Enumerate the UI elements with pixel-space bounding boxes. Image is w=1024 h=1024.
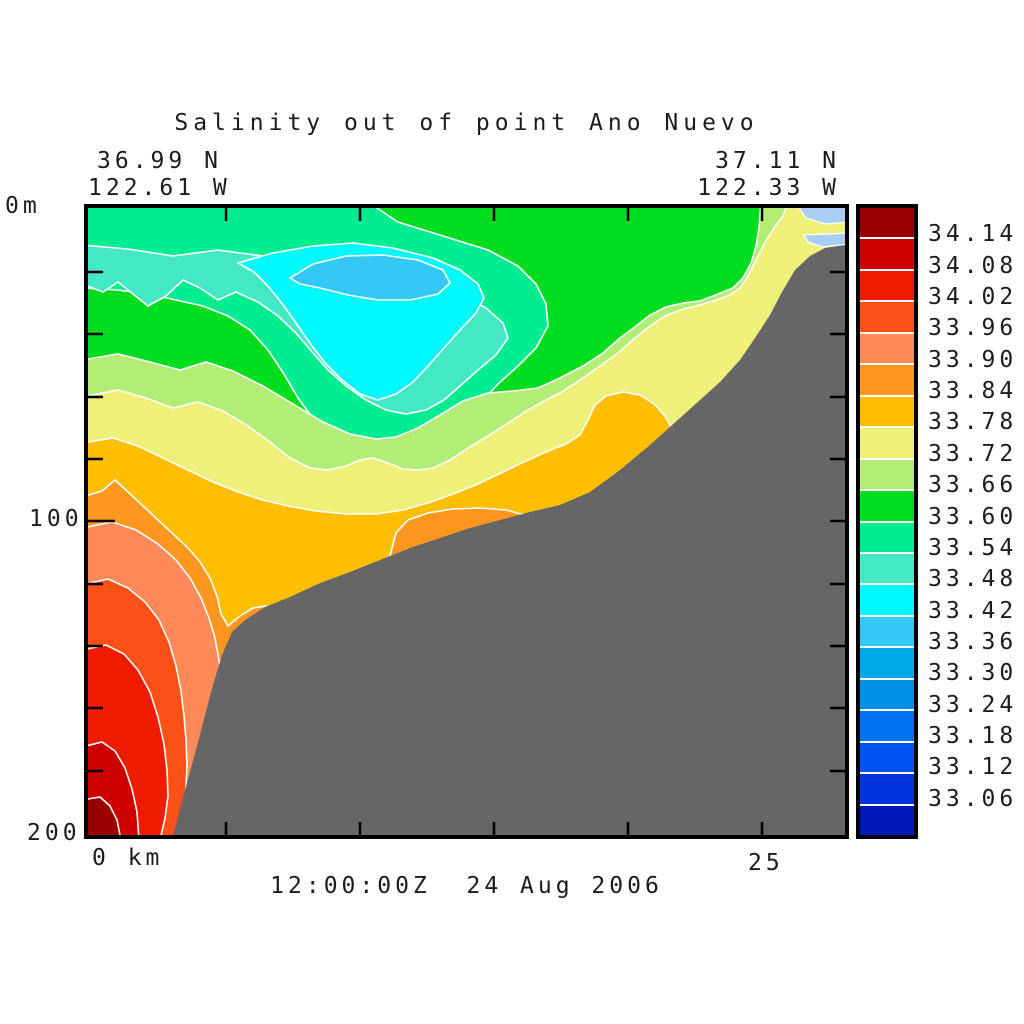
transect-start-latitude: 36.99 N	[97, 148, 222, 174]
contour-plot-svg	[88, 208, 845, 835]
colorbar-segment	[860, 742, 914, 775]
y-axis-label-0m: 0m	[5, 193, 41, 219]
colorbar-label: 33.96	[928, 315, 1018, 342]
band-darkest-red-34-14	[88, 796, 121, 835]
colorbar-label: 33.54	[928, 534, 1018, 561]
page-title: Salinity out of point Ano Nuevo	[174, 110, 759, 136]
colorbar-label: 34.08	[928, 252, 1018, 279]
colorbar-segment	[860, 239, 914, 271]
colorbar-labels: 34.14 34.08 34.02 33.96 33.90 33.84 33.78 33.72…	[928, 204, 1024, 831]
x-axis-label-0km: 0 km	[92, 845, 164, 871]
colorbar-segment	[860, 616, 914, 649]
colorbar-segment	[860, 648, 914, 680]
colorbar-label: 33.36	[928, 628, 1018, 655]
colorbar-label: 33.24	[928, 691, 1018, 718]
colorbar-segment	[860, 396, 914, 429]
colorbar-label: 33.06	[928, 785, 1018, 812]
colorbar-segment	[860, 270, 914, 303]
colorbar-segment	[860, 302, 914, 334]
contour-plot-area	[84, 204, 849, 839]
colorbar-segment	[860, 679, 914, 712]
colorbar-segment	[860, 522, 914, 554]
colorbar-label: 33.90	[928, 346, 1018, 373]
transect-start-longitude: 122.61 W	[88, 175, 231, 201]
colorbar-label: 33.66	[928, 472, 1018, 499]
colorbar-label: 33.18	[928, 722, 1018, 749]
colorbar-label: 33.12	[928, 754, 1018, 781]
paleblue-surface-patch-2	[802, 232, 845, 248]
paleblue-surface-patch-1	[798, 208, 845, 225]
colorbar-label: 33.78	[928, 409, 1018, 436]
colorbar-label: 33.30	[928, 660, 1018, 687]
colorbar-label: 34.14	[928, 221, 1018, 248]
y-axis-label-100: 100	[29, 506, 83, 532]
y-axis-label-200: 200	[27, 820, 81, 846]
colorbar-segment	[860, 553, 914, 586]
timestamp: 12:00:00Z 24 Aug 2006	[270, 873, 663, 899]
transect-end-longitude: 122.33 W	[697, 175, 840, 201]
axis-tick-marks	[88, 208, 845, 835]
x-axis-label-25: 25	[748, 850, 784, 876]
colorbar-segment	[860, 208, 914, 240]
colorbar-label: 33.60	[928, 503, 1018, 530]
transect-end-latitude: 37.11 N	[715, 148, 840, 174]
colorbar-segment	[860, 333, 914, 366]
colorbar-label: 34.02	[928, 284, 1018, 311]
colorbar-segment	[860, 491, 914, 523]
colorbar-segment	[860, 774, 914, 806]
colorbar-segment	[860, 805, 914, 836]
colorbar-segment	[860, 428, 914, 460]
band-paleblue-33-36	[288, 254, 451, 301]
colorbar-label: 33.72	[928, 440, 1018, 467]
colorbar-label: 33.84	[928, 378, 1018, 405]
colorbar-segment	[860, 365, 914, 397]
colorbar-label: 33.42	[928, 597, 1018, 624]
colorbar-label: 33.48	[928, 566, 1018, 593]
colorbar	[856, 204, 918, 839]
seafloor-mask	[173, 244, 845, 835]
colorbar-segment	[860, 459, 914, 492]
colorbar-segment	[860, 585, 914, 617]
colorbar-segment	[860, 711, 914, 743]
